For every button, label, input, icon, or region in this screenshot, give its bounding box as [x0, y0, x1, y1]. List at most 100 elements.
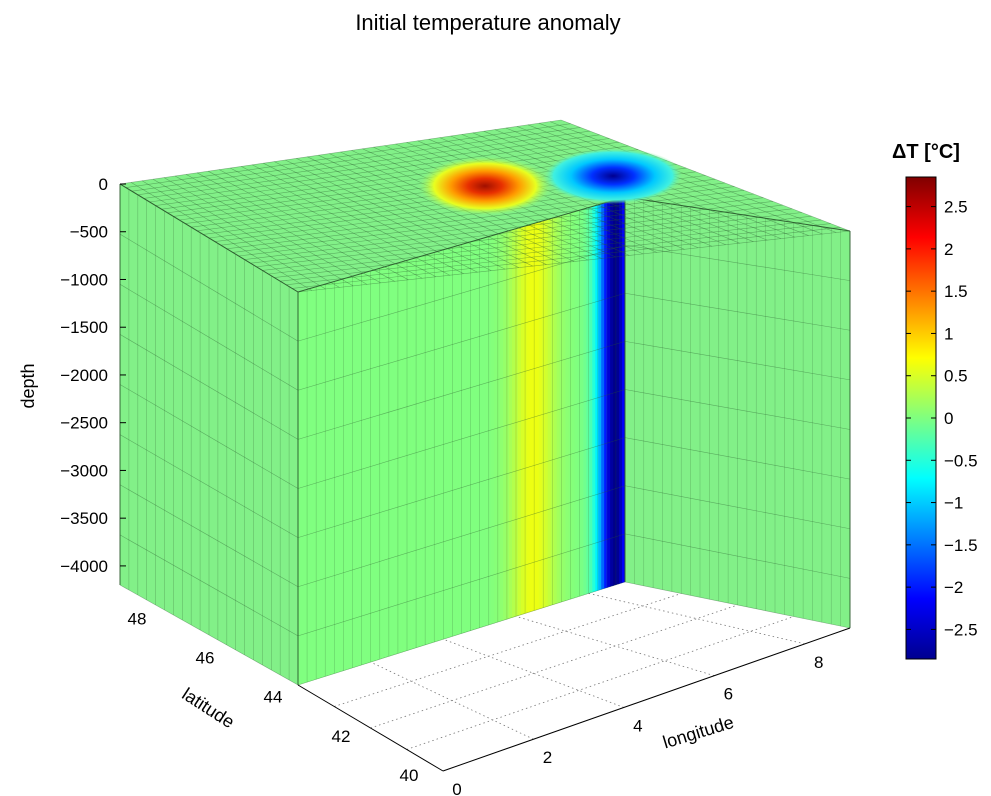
front-slice-strip: [523, 225, 528, 614]
mesh-line: [125, 123, 571, 188]
front-slice-strip: [583, 208, 587, 596]
mesh-line: [119, 534, 299, 637]
longitude-axis-label: longitude: [660, 712, 736, 752]
front-slice-strip: [509, 229, 513, 619]
mesh-line: [137, 130, 590, 196]
mesh-line: [119, 584, 299, 686]
front-slice-strip: [458, 244, 463, 635]
front-slice-strip: [500, 232, 504, 622]
mesh-line: [624, 485, 851, 530]
mesh-line: [250, 201, 773, 264]
front-slice-strip: [562, 214, 567, 602]
mesh-line: [624, 389, 851, 430]
front-slice-strip: [354, 274, 359, 668]
longitude-tick-label: 6: [724, 685, 733, 704]
front-slice-strip: [443, 248, 448, 640]
front-slice-strip: [476, 239, 480, 629]
mesh-line: [307, 156, 533, 267]
colorbar-ticks: 2.5 2 1.5 1 0.5 0 −0.5 −1 −1.5 −2 −2.5: [906, 198, 978, 639]
mesh-line: [130, 182, 312, 291]
front-slice-strip: [467, 241, 472, 632]
mesh-line: [174, 175, 368, 285]
front-slice-strip: [375, 268, 379, 661]
front-slice-strip: [312, 286, 317, 681]
mesh-line: [297, 581, 626, 686]
mesh-line: [624, 244, 851, 281]
front-slice-strip: [425, 254, 430, 645]
colorbar-tick-label: −2: [944, 578, 963, 597]
right-face: [625, 197, 850, 628]
front-slice-strip: [544, 219, 549, 608]
front-slice-strip: [300, 290, 305, 685]
colorbar-tick-label: 2: [944, 240, 953, 259]
front-slice-strip: [503, 231, 507, 621]
front-slice-strip: [416, 256, 421, 648]
mesh-line: [624, 341, 851, 381]
front-slice-strip: [330, 281, 335, 675]
mesh-line: [624, 196, 851, 232]
front-slice-strip: [360, 273, 364, 666]
front-slice-strip: [598, 203, 602, 591]
front-slice-strip: [529, 223, 534, 612]
front-slice-strip: [607, 201, 611, 588]
floor-grid-line: [515, 615, 715, 677]
latitude-axis-label: latitude: [178, 684, 238, 732]
latitude-tick-label: 40: [400, 766, 419, 785]
front-slice-strip: [595, 204, 599, 592]
mesh-line: [297, 533, 626, 637]
mesh-line: [119, 183, 299, 293]
mesh-line: [297, 196, 626, 293]
mesh-line: [238, 193, 754, 257]
colorbar-tick-label: −1: [944, 494, 963, 513]
front-slice-strip: [517, 227, 522, 616]
front-slice-strip: [565, 213, 570, 601]
mesh-line: [286, 223, 831, 286]
front-slice-strip: [586, 207, 590, 595]
colorbar-tick-label: 2.5: [944, 198, 968, 217]
front-slice-strip: [339, 279, 344, 672]
front-slice-strip: [464, 242, 469, 633]
mesh-line: [624, 533, 851, 579]
mesh-line: [149, 138, 610, 203]
colorbar-tick-label: 0.5: [944, 367, 968, 386]
depth-tick-label: −3000: [60, 461, 108, 480]
colorbar: ΔT [°C] 2.5 2 1.5 1 0.5 0 −0.5 −1 −1.5 −2 −2.5: [892, 141, 978, 660]
front-slice-strip: [532, 222, 537, 612]
front-slice-strip: [604, 202, 608, 589]
front-slice-strip: [619, 197, 623, 584]
front-slice-strip: [538, 221, 543, 610]
colorbar-tick-label: 1: [944, 324, 953, 343]
longitude-tick-label: 0: [452, 780, 461, 796]
mesh-line: [624, 437, 851, 480]
front-slice-strip: [482, 237, 486, 627]
mesh-line: [119, 384, 299, 489]
front-slice-strip: [592, 205, 596, 593]
depth-tick-label: −1000: [60, 270, 108, 289]
front-slice-strip: [381, 266, 385, 659]
front-slice-strip: [309, 287, 314, 682]
mesh-line: [241, 166, 450, 276]
floor-grid-line: [443, 638, 625, 708]
floor-grid-line: [406, 616, 794, 750]
mesh-line: [244, 197, 764, 260]
volume-plot: [119, 119, 851, 772]
mesh-line: [119, 434, 299, 538]
depth-axis: 0 −500 −1000 −1500 −2000 −2500 −3000 −3500 −4000: [60, 175, 126, 576]
longitude-axis: 0 2 4 6 8: [452, 653, 823, 796]
mesh-line: [131, 127, 581, 192]
mesh-line: [163, 177, 354, 287]
mesh-line: [256, 204, 783, 268]
mesh-line: [219, 169, 423, 279]
front-slice-strip: [402, 260, 406, 653]
mesh-line: [318, 154, 547, 265]
front-slice-strip: [405, 260, 409, 652]
front-slice-strip: [363, 272, 367, 665]
front-slice-strip: [494, 234, 498, 624]
front-slice-strip: [473, 240, 477, 630]
latitude-axis: 40 42 44 46 48: [128, 609, 419, 785]
mesh-line: [292, 227, 841, 289]
depth-tick-label: −2500: [60, 414, 108, 433]
front-slice-strip: [541, 220, 546, 609]
floor-grid: [297, 593, 851, 772]
